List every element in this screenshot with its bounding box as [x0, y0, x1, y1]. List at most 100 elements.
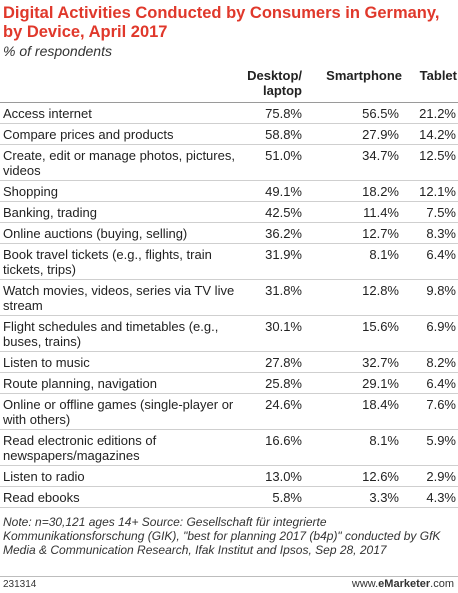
table-row: Online auctions (buying, selling) 36.2% 12…	[0, 223, 458, 244]
cell-desktop: 16.6%	[265, 433, 302, 448]
cell-tablet: 4.3%	[426, 490, 456, 505]
cell-smartphone: 11.4%	[363, 205, 399, 220]
table-row: Online or offline games (single-player o…	[0, 394, 458, 430]
row-label: Read ebooks	[3, 490, 80, 505]
row-label: Shopping	[3, 184, 58, 199]
table-row: Create, edit or manage photos, pictures,…	[0, 145, 458, 181]
row-label: Banking, trading	[3, 205, 97, 220]
cell-tablet: 5.9%	[426, 433, 456, 448]
row-label: Compare prices and products	[3, 127, 174, 142]
row-divider	[0, 351, 458, 352]
table-row: Compare prices and products 58.8% 27.9% 14.…	[0, 124, 458, 145]
row-label: Listen to radio	[3, 469, 85, 484]
cell-smartphone: 8.1%	[369, 433, 399, 448]
cell-desktop: 13.0%	[265, 469, 302, 484]
cell-smartphone: 15.6%	[362, 319, 399, 334]
row-label: Book travel tickets (e.g., flights, trai…	[3, 247, 212, 277]
cell-desktop: 49.1%	[265, 184, 302, 199]
cell-desktop: 31.8%	[265, 283, 302, 298]
cell-tablet: 8.3%	[426, 226, 456, 241]
row-divider	[0, 465, 458, 466]
cell-smartphone: 3.3%	[369, 490, 399, 505]
row-divider	[0, 144, 458, 145]
cell-desktop: 36.2%	[265, 226, 302, 241]
column-header-tablet: Tablet	[419, 68, 457, 83]
cell-tablet: 7.5%	[426, 205, 456, 220]
cell-smartphone: 32.7%	[362, 355, 399, 370]
cell-desktop: 24.6%	[265, 397, 302, 412]
brand-credit: www.eMarketer.com	[352, 578, 454, 590]
table-row: Read ebooks 5.8% 3.3% 4.3%	[0, 487, 458, 508]
cell-tablet: 12.5%	[419, 148, 456, 163]
table-row: Route planning, navigation 25.8% 29.1% 6.4%	[0, 373, 458, 394]
cell-tablet: 7.6%	[426, 397, 456, 412]
cell-smartphone: 56.5%	[362, 106, 399, 121]
source-note: Note: n=30,121 ages 14+ Source: Gesellsc…	[3, 515, 441, 557]
cell-desktop: 75.8%	[265, 106, 302, 121]
cell-tablet: 6.9%	[426, 319, 456, 334]
column-header-desktop: Desktop/ laptop	[247, 68, 302, 98]
table-row: Read electronic editions of newspapers/m…	[0, 430, 458, 466]
header-divider	[0, 102, 458, 103]
row-label: Read electronic editions of newspapers/m…	[3, 433, 157, 463]
cell-smartphone: 18.4%	[362, 397, 399, 412]
row-divider	[0, 393, 458, 394]
table-row: Banking, trading 42.5% 11.4% 7.5%	[0, 202, 458, 223]
row-divider	[0, 486, 458, 487]
cell-tablet: 14.2%	[419, 127, 456, 142]
brand-prefix: www.	[351, 578, 379, 590]
cell-tablet: 12.1%	[419, 184, 456, 199]
cell-smartphone: 34.7%	[362, 148, 399, 163]
cell-tablet: 6.4%	[426, 376, 456, 391]
row-divider	[0, 243, 458, 244]
row-divider	[0, 279, 458, 280]
footer-divider	[0, 576, 458, 577]
cell-desktop: 5.8%	[272, 490, 302, 505]
cell-smartphone: 29.1%	[362, 376, 399, 391]
cell-desktop: 30.1%	[265, 319, 302, 334]
row-label: Route planning, navigation	[3, 376, 157, 391]
row-divider	[0, 222, 458, 223]
row-label: Watch movies, videos, series via TV live…	[3, 283, 235, 313]
row-label: Online or offline games (single-player o…	[3, 397, 234, 427]
column-header-smartphone: Smartphone	[326, 68, 402, 83]
chart-subtitle: % of respondents	[3, 43, 112, 59]
cell-tablet: 21.2%	[419, 106, 456, 121]
row-label: Listen to music	[3, 355, 90, 370]
row-divider	[0, 372, 458, 373]
cell-desktop: 31.9%	[265, 247, 302, 262]
row-label: Create, edit or manage photos, pictures,…	[3, 148, 235, 178]
row-divider	[0, 201, 458, 202]
row-divider	[0, 315, 458, 316]
cell-desktop: 51.0%	[265, 148, 302, 163]
chart-title: Digital Activities Conducted by Consumer…	[3, 4, 440, 41]
row-label: Access internet	[3, 106, 92, 121]
table-row: Watch movies, videos, series via TV live…	[0, 280, 458, 316]
row-divider	[0, 507, 458, 508]
table-row: Listen to music 27.8% 32.7% 8.2%	[0, 352, 458, 373]
cell-desktop: 58.8%	[265, 127, 302, 142]
row-divider	[0, 429, 458, 430]
row-divider	[0, 180, 458, 181]
cell-tablet: 6.4%	[426, 247, 456, 262]
table-row: Flight schedules and timetables (e.g., b…	[0, 316, 458, 352]
table-row: Book travel tickets (e.g., flights, trai…	[0, 244, 458, 280]
cell-desktop: 27.8%	[265, 355, 302, 370]
cell-smartphone: 18.2%	[362, 184, 399, 199]
row-divider	[0, 123, 458, 124]
cell-desktop: 42.5%	[265, 205, 302, 220]
table-row: Listen to radio 13.0% 12.6% 2.9%	[0, 466, 458, 487]
brand-suffix: .com	[430, 578, 454, 590]
table-row: Shopping 49.1% 18.2% 12.1%	[0, 181, 458, 202]
cell-tablet: 8.2%	[426, 355, 456, 370]
cell-smartphone: 27.9%	[362, 127, 399, 142]
cell-tablet: 2.9%	[426, 469, 456, 484]
cell-smartphone: 12.6%	[362, 469, 399, 484]
row-label: Flight schedules and timetables (e.g., b…	[3, 319, 219, 349]
cell-smartphone: 8.1%	[369, 247, 399, 262]
row-label: Online auctions (buying, selling)	[3, 226, 188, 241]
cell-smartphone: 12.8%	[362, 283, 399, 298]
cell-desktop: 25.8%	[265, 376, 302, 391]
table-row: Access internet 75.8% 56.5% 21.2%	[0, 103, 458, 124]
cell-smartphone: 12.7%	[362, 226, 399, 241]
